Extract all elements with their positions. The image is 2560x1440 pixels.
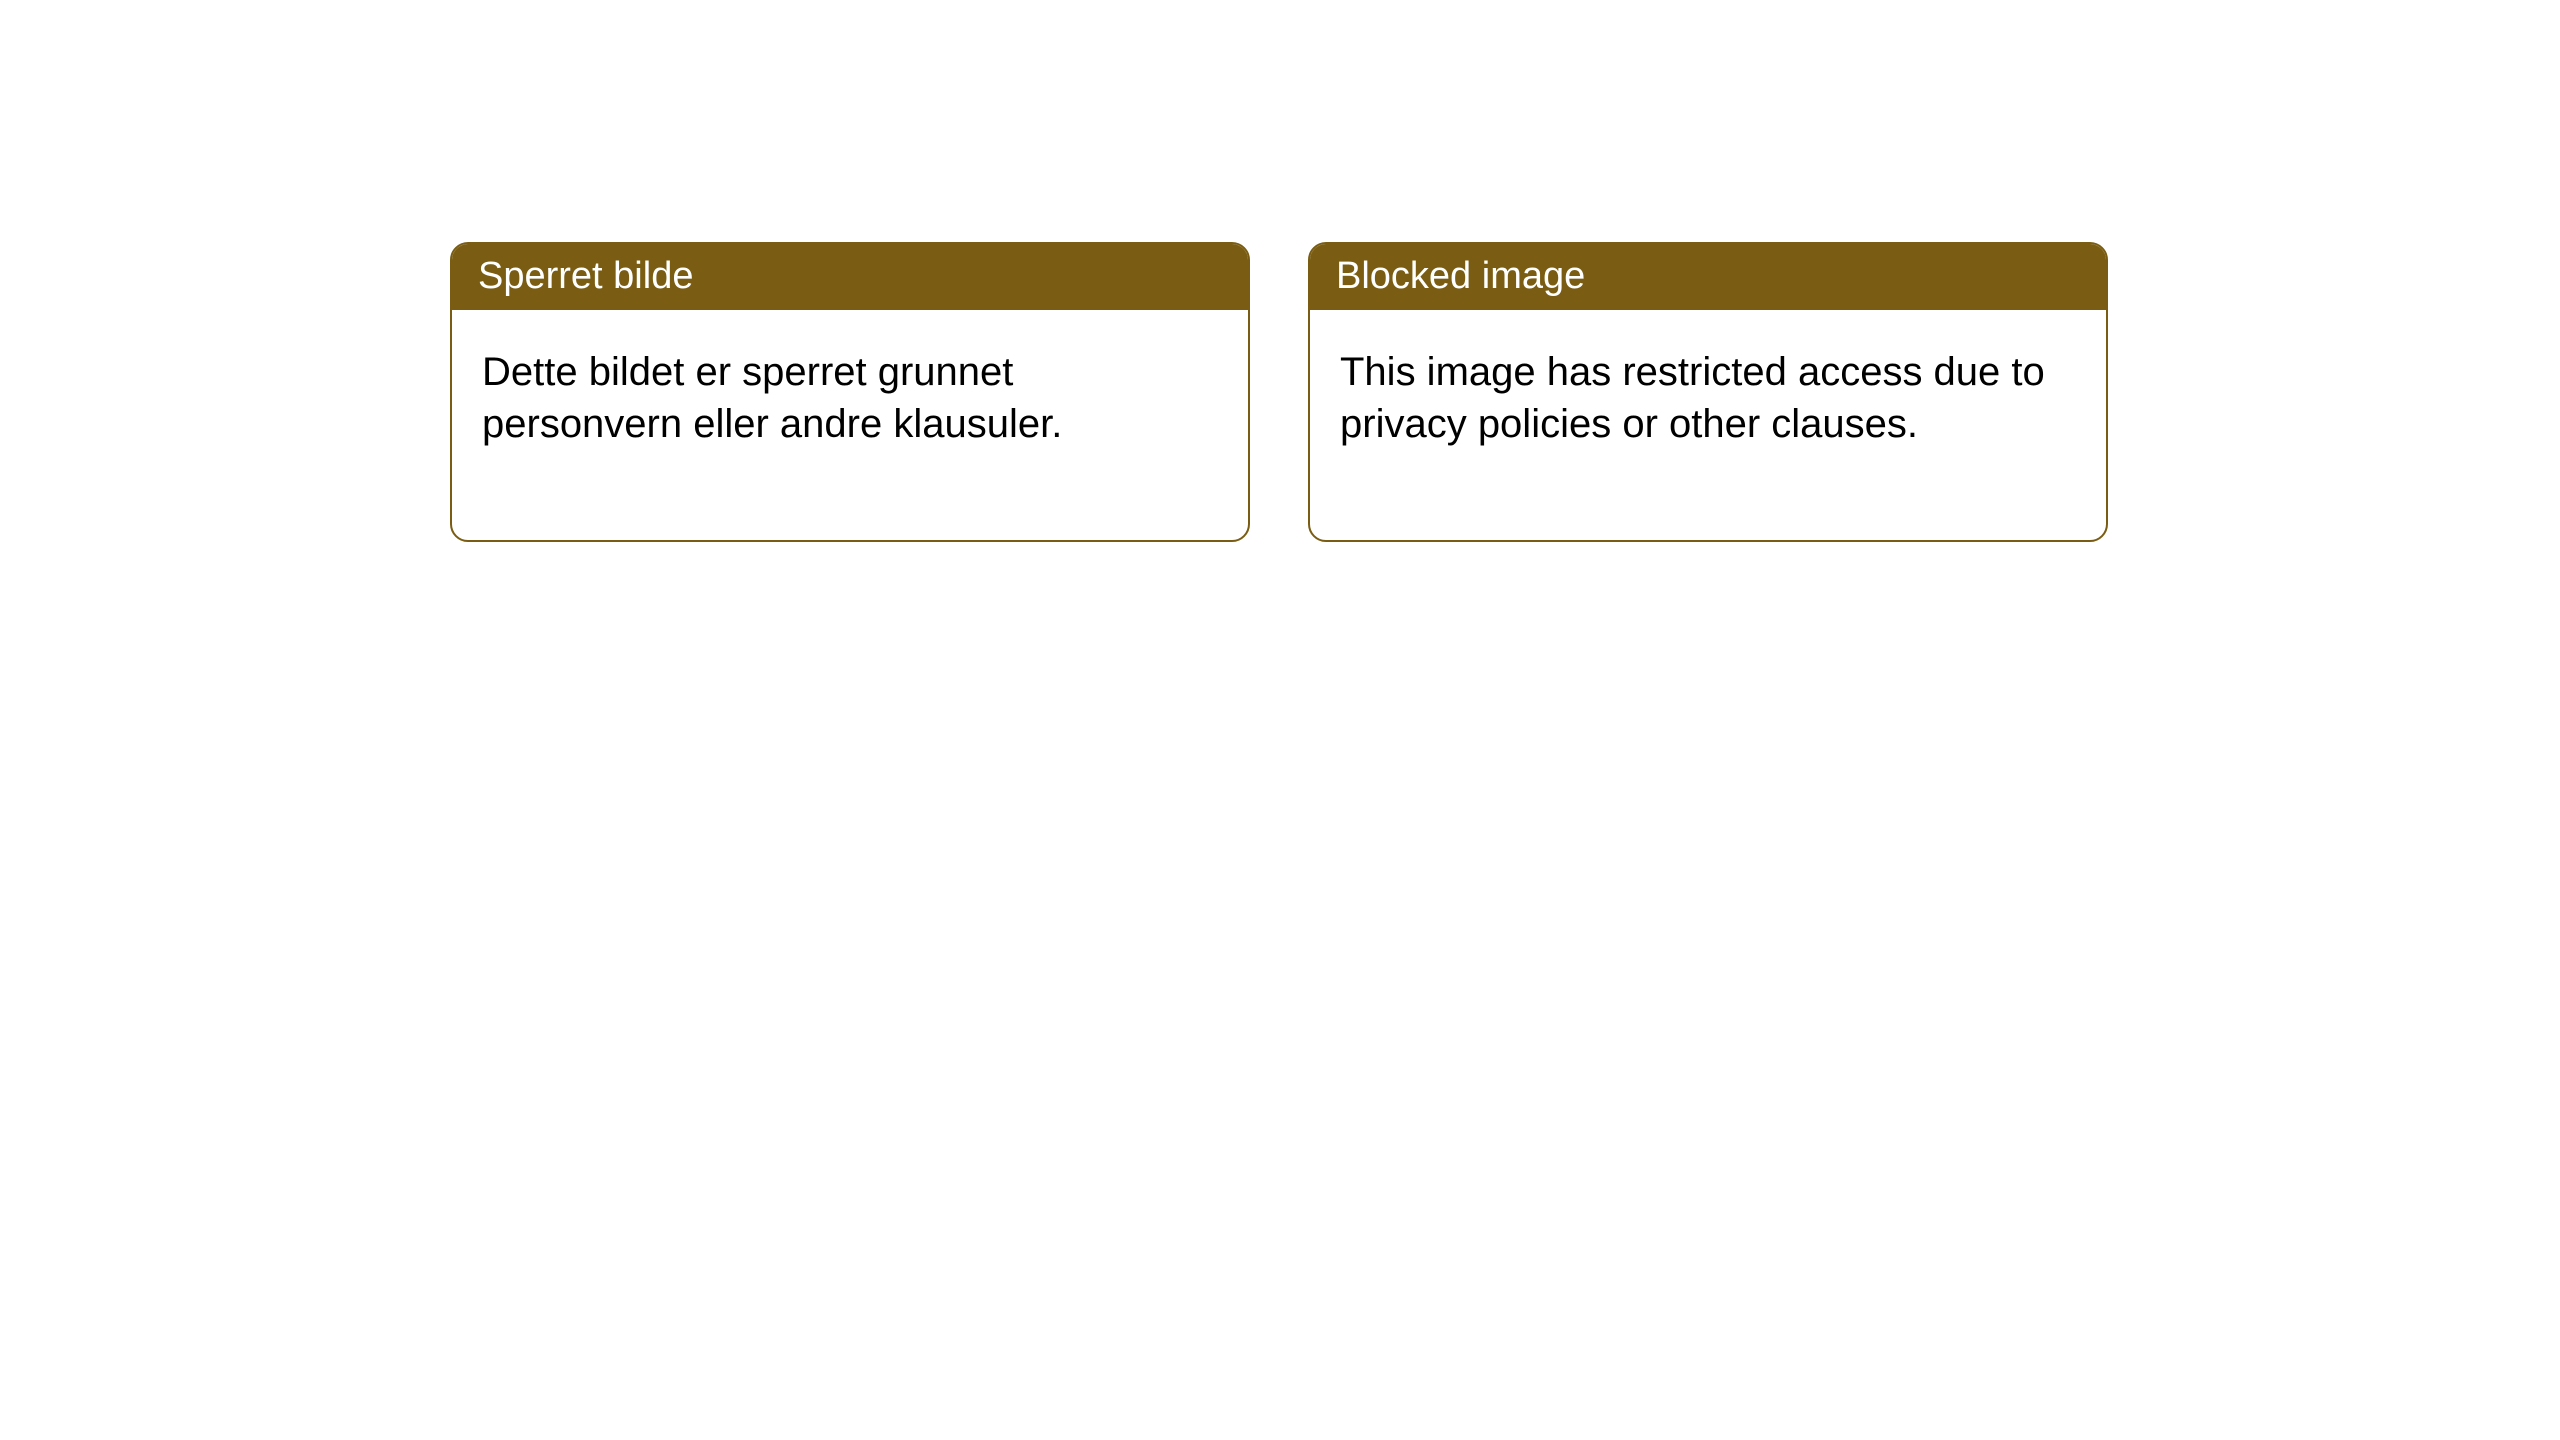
notice-card-english: Blocked image This image has restricted … <box>1308 242 2108 542</box>
notice-container: Sperret bilde Dette bildet er sperret gr… <box>0 0 2560 542</box>
card-title: Blocked image <box>1336 255 1585 297</box>
card-body: This image has restricted access due to … <box>1310 310 2106 540</box>
card-body-text: This image has restricted access due to … <box>1340 350 2045 446</box>
card-header: Sperret bilde <box>452 244 1248 310</box>
notice-card-norwegian: Sperret bilde Dette bildet er sperret gr… <box>450 242 1250 542</box>
card-body: Dette bildet er sperret grunnet personve… <box>452 310 1248 540</box>
card-header: Blocked image <box>1310 244 2106 310</box>
card-body-text: Dette bildet er sperret grunnet personve… <box>482 350 1062 446</box>
card-title: Sperret bilde <box>478 255 693 297</box>
